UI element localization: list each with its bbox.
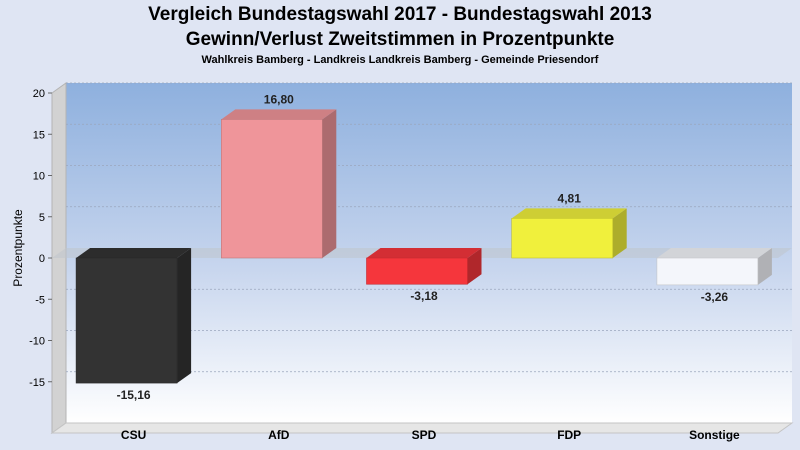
x-tick-label: Sonstige — [689, 428, 740, 442]
bar-top — [656, 248, 772, 258]
chart-region: Wahlkreis Bamberg - Landkreis Landkreis … — [201, 54, 599, 66]
data-label: -15,16 — [117, 388, 151, 402]
bar-side — [612, 208, 627, 258]
chart-title: Vergleich Bundestagswahl 2017 - Bundesta… — [148, 4, 652, 25]
bar-side — [177, 248, 192, 384]
chart-subtitle: Gewinn/Verlust Zweitstimmen in Prozentpu… — [185, 29, 615, 50]
bar-top — [511, 208, 627, 219]
bar-top — [366, 248, 482, 258]
bar-top — [221, 109, 337, 120]
bar — [511, 218, 614, 259]
bar-side — [757, 248, 772, 285]
bar — [75, 257, 178, 384]
bar-top — [76, 248, 192, 258]
y-tick-label: -15 — [29, 377, 45, 389]
plot-floor — [50, 422, 794, 434]
bar — [221, 119, 323, 259]
y-tick-label: 20 — [33, 88, 45, 100]
x-tick-label: CSU — [121, 428, 146, 442]
y-tick-label: -10 — [29, 336, 45, 348]
bar — [366, 257, 468, 285]
y-tick-label: 15 — [33, 129, 45, 141]
x-tick-label: SPD — [412, 428, 437, 442]
y-tick-label: 0 — [39, 253, 45, 265]
y-axis-label: Prozentpunkte — [11, 209, 25, 287]
y-tick-label: 5 — [39, 212, 45, 224]
data-label: 16,80 — [264, 92, 294, 106]
data-label: -3,26 — [701, 290, 729, 304]
x-tick-label: AfD — [268, 428, 290, 442]
bar — [656, 257, 759, 286]
y-tick-label: -5 — [35, 294, 45, 306]
y-tick-label: 10 — [33, 171, 45, 183]
data-label: 4,81 — [558, 191, 582, 205]
x-tick-label: FDP — [557, 428, 581, 442]
data-label: -3,18 — [410, 289, 438, 303]
bar-side — [467, 248, 482, 285]
bar-side — [322, 109, 337, 259]
